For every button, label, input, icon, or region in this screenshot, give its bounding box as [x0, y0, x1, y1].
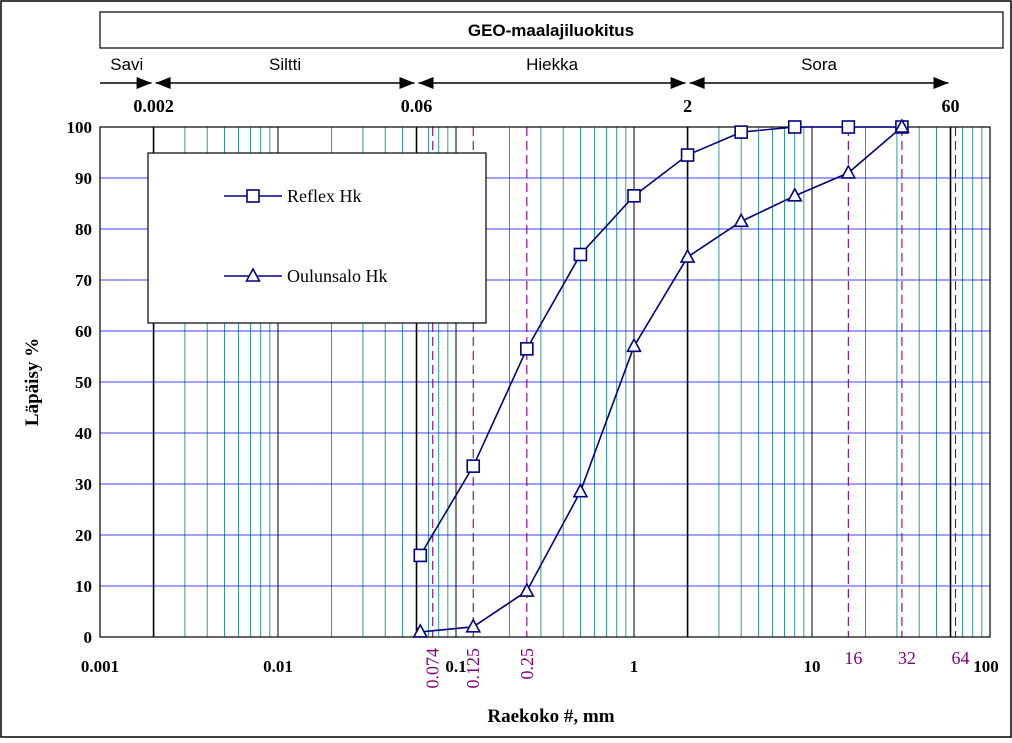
y-tick-label: 90: [75, 169, 92, 188]
data-point: [627, 189, 641, 203]
arrow-head-right: [933, 77, 949, 89]
data-point: [786, 187, 803, 202]
plot-frame: [99, 126, 991, 638]
series-line: [420, 126, 903, 633]
x-tick-label: 0.1: [445, 657, 466, 676]
y-tick-label: 100: [67, 118, 93, 137]
arrow-head-right: [399, 77, 415, 89]
x-tick-label: 0.01: [263, 657, 293, 676]
sieve-label: 32: [898, 648, 916, 668]
arrow-head-left: [689, 77, 705, 89]
data-point: [466, 459, 481, 473]
y-tick-label: 40: [75, 424, 92, 443]
x-tick-label: 1: [630, 657, 639, 676]
x-axis-label: Raekoko #, mm: [487, 706, 614, 727]
data-point: [841, 120, 856, 134]
arrow-head-right: [670, 77, 686, 89]
boundary-label: 0.06: [401, 96, 433, 116]
y-tick-label: 10: [75, 577, 92, 596]
boundary-label: 2: [683, 96, 692, 116]
sieve-label: 0.074: [423, 648, 443, 689]
legend-marker: [246, 189, 260, 203]
data-point: [412, 623, 429, 638]
data-point: [680, 148, 695, 162]
data-point: [840, 164, 857, 179]
data-point: [572, 482, 589, 498]
data-point: [518, 582, 535, 597]
y-tick-label: 70: [75, 271, 92, 290]
arrow-head-left: [155, 77, 171, 89]
y-tick-label: 20: [75, 526, 92, 545]
x-tick-labels: 0.001 0.01 0.1 1 10 100 0.074 0.125 0.25 16 32 64: [81, 648, 999, 689]
x-tick-label: 100: [973, 657, 999, 676]
class-label-savi: Savi: [110, 55, 143, 74]
series-line: [419, 126, 902, 556]
class-label-sora: Sora: [801, 55, 837, 74]
y-tick-label: 50: [75, 373, 92, 392]
boundary-label: 60: [942, 96, 960, 116]
series-layer: [412, 118, 910, 638]
sieve-label: 0.125: [463, 648, 483, 689]
legend-label: Reflex Hk: [287, 186, 361, 206]
sieve-label: 0.25: [517, 648, 537, 680]
arrow-head-left: [418, 77, 434, 89]
class-label-siltti: Siltti: [269, 55, 301, 74]
data-point: [734, 125, 748, 139]
legend-box: [147, 152, 487, 324]
legend-label: Oulunsalo Hk: [287, 266, 388, 286]
y-tick-labels: 0 10 20 30 40 50 60 70 80 90 100: [67, 118, 93, 647]
boundary-label: 0.002: [133, 96, 174, 116]
data-point: [787, 120, 802, 134]
y-tick-label: 80: [75, 220, 92, 239]
legend: Reflex Hk Oulunsalo Hk: [147, 152, 487, 324]
data-point: [626, 337, 642, 353]
data-point: [733, 212, 750, 228]
y-tick-label: 60: [75, 322, 92, 341]
y-tick-label: 0: [84, 628, 93, 647]
title-box: [99, 11, 1004, 49]
arrow-head-right: [136, 77, 152, 89]
data-point: [573, 247, 588, 262]
sieve-label: 16: [844, 648, 862, 668]
data-point: [413, 548, 428, 563]
classification-bar: Savi Siltti Hiekka Sora 0.002 0.06 2 60: [100, 55, 960, 116]
class-label-hiekka: Hiekka: [526, 55, 579, 74]
data-point: [465, 618, 482, 633]
x-tick-label: 10: [804, 657, 821, 676]
x-tick-label: 0.001: [81, 657, 119, 676]
legend-marker: [245, 267, 261, 282]
sieve-label: 64: [952, 648, 970, 668]
y-axis-label: Läpäisy %: [22, 338, 43, 426]
chart-title: GEO-maalajiluokitus: [468, 21, 634, 40]
data-point: [520, 342, 534, 356]
y-tick-label: 30: [75, 475, 92, 494]
data-point: [894, 118, 910, 133]
data-point: [679, 248, 696, 263]
series-oulunsalo-hk: [412, 118, 910, 638]
